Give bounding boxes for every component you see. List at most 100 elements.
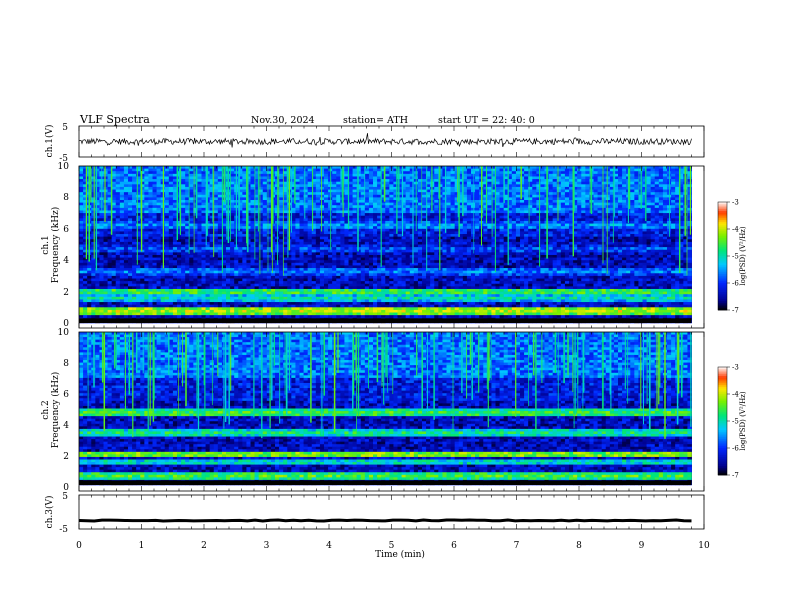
spectrogram-cell — [622, 176, 627, 180]
spectrogram-cell — [466, 207, 472, 211]
spectrogram-cell — [95, 200, 100, 203]
spectrogram-cell — [336, 220, 341, 224]
spectrogram-cell — [377, 226, 382, 230]
spectrogram-cell — [597, 207, 602, 211]
spectrogram-cell — [609, 247, 615, 251]
spectrogram-cell — [99, 228, 104, 232]
spectrogram-cell — [230, 194, 235, 198]
spectrogram-cell — [397, 231, 402, 235]
spectrogram-cell — [381, 194, 386, 198]
spectrogram-cell — [560, 202, 566, 206]
spectrogram-cell — [540, 179, 545, 182]
spectrogram-cell — [393, 210, 398, 214]
spectrogram-cell — [442, 197, 447, 201]
spectrogram-cell — [132, 171, 137, 175]
spectrogram-cell — [201, 236, 206, 240]
spectrogram-cell — [107, 247, 112, 251]
spectrogram-cell — [115, 249, 121, 253]
spectrogram-cell — [520, 239, 525, 243]
spectrogram-cell — [638, 236, 643, 240]
spectrogram-cell — [454, 194, 460, 198]
spectrogram-cell — [397, 234, 402, 237]
spectrogram-cell — [140, 213, 145, 217]
spectrogram-cell — [103, 197, 108, 201]
spectrogram-cell — [315, 192, 321, 196]
spectrogram-cell — [409, 179, 415, 182]
spectrogram-cell — [393, 228, 398, 232]
spectrogram-cell — [152, 184, 157, 188]
spectrogram-cell — [613, 210, 619, 214]
spectrogram-cell — [119, 194, 125, 198]
spectrogram-cell — [291, 236, 296, 240]
spectrogram-cell — [597, 218, 602, 222]
spectrogram-cell — [389, 194, 394, 198]
spectrogram-cell — [328, 189, 333, 193]
spectrogram-cell — [679, 210, 684, 214]
spectrogram-cell — [242, 173, 247, 177]
spectrogram-cell — [79, 247, 84, 251]
spectrogram-cell — [475, 168, 480, 172]
spectrogram-cell — [630, 181, 635, 185]
spectrogram-cell — [368, 179, 374, 182]
spectrogram-cell — [324, 197, 329, 201]
spectrogram-cell — [409, 186, 415, 190]
spectrogram-cell — [307, 218, 313, 222]
spectrogram-cell — [450, 186, 455, 190]
spectrogram-cell — [597, 202, 602, 206]
spectrogram-cell — [524, 166, 529, 169]
spectrogram-cell — [115, 241, 121, 245]
spectrogram-cell — [511, 168, 517, 172]
spectrogram-cell — [499, 213, 504, 217]
spectrogram-cell — [450, 220, 455, 224]
spectrogram-cell — [123, 231, 129, 235]
spectrogram-cell — [650, 200, 656, 203]
spectrogram-cell — [442, 244, 447, 248]
spectrogram-cell — [238, 226, 243, 230]
spectrogram-cell — [507, 234, 513, 237]
spectrogram-cell — [128, 197, 133, 201]
spectrogram-cell — [458, 234, 464, 237]
spectrogram-cell — [356, 226, 362, 230]
spectrogram-cell — [246, 218, 251, 222]
spectrogram-cell — [397, 220, 402, 224]
spectrogram-cell — [634, 215, 639, 219]
spectrogram-cell — [442, 215, 447, 219]
spectrogram-cell — [254, 249, 259, 253]
spectrogram-cell — [524, 228, 529, 232]
spectrogram-cell — [393, 249, 398, 253]
spectrogram-cell — [303, 202, 308, 206]
spectrogram-cell — [328, 207, 333, 211]
spectrogram-cell — [593, 207, 598, 211]
spectrogram-cell — [189, 231, 194, 235]
spectrogram-cell — [450, 200, 455, 203]
spectrogram-cell — [622, 168, 627, 172]
spectrogram-cell — [634, 220, 639, 224]
spectrogram-cell — [552, 168, 558, 172]
spectrogram-cell — [662, 207, 668, 211]
spectrogram-cell — [144, 202, 149, 206]
spectrogram-cell — [613, 234, 619, 237]
spectrogram-cell — [585, 247, 590, 251]
spectrogram-cell — [569, 239, 574, 243]
spectrogram-cell — [111, 247, 117, 251]
spectrogram-cell — [217, 249, 223, 253]
spectrogram-cell — [405, 171, 411, 175]
spectrogram-cell — [95, 194, 100, 198]
spectrogram-cell — [564, 207, 570, 211]
spectrogram-cell — [426, 215, 431, 219]
spectrogram-cell — [128, 247, 133, 251]
spectrogram-cell — [585, 171, 590, 175]
spectrogram-cell — [185, 176, 190, 180]
spectrogram-cell — [172, 215, 178, 219]
spectrogram-cell — [95, 239, 100, 243]
spectrogram-cell — [168, 176, 174, 180]
spectrogram-cell — [377, 184, 382, 188]
spectrogram-cell — [495, 189, 500, 193]
spectrogram-cell — [618, 197, 623, 201]
spectrogram-cell — [119, 205, 125, 209]
spectrogram-cell — [246, 220, 251, 224]
spectrogram-cell — [438, 231, 443, 235]
spectrogram-cell — [385, 205, 390, 209]
spectrogram-cell — [528, 244, 533, 248]
spectrogram-cell — [536, 241, 541, 245]
